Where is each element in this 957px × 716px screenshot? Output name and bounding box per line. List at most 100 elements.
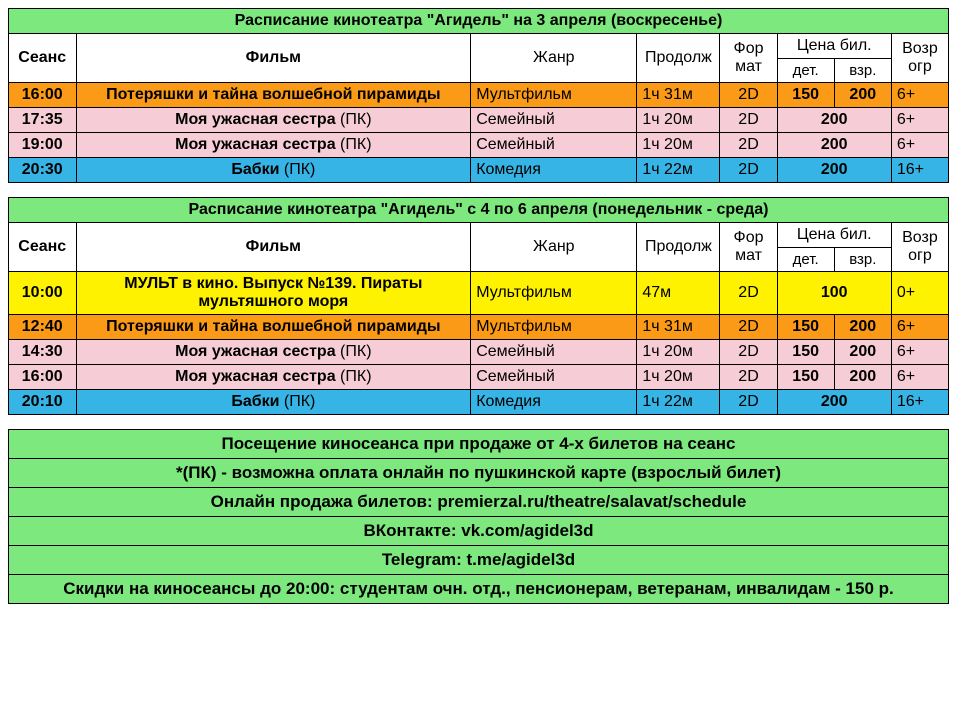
- hdr-duration: Продолж: [637, 34, 720, 83]
- cell-price-adult: 200: [834, 83, 891, 108]
- hdr-price: Цена бил.: [777, 223, 891, 248]
- hdr-time: Сеанс: [9, 34, 77, 83]
- hdr-film: Фильм: [76, 34, 471, 83]
- cell-format: 2D: [720, 133, 777, 158]
- cell-film: Бабки (ПК): [76, 390, 471, 415]
- info-line-0: Посещение киносеанса при продаже от 4-х …: [9, 430, 949, 459]
- hdr-age: Возрогр: [891, 223, 948, 272]
- hdr-format: Формат: [720, 34, 777, 83]
- info-line-1: *(ПК) - возможна оплата онлайн по пушкин…: [9, 459, 949, 488]
- cell-time: 10:00: [9, 272, 77, 315]
- cell-age: 6+: [891, 365, 948, 390]
- hdr-film: Фильм: [76, 223, 471, 272]
- schedule-row: 14:30Моя ужасная сестра (ПК)Семейный1ч 2…: [9, 340, 949, 365]
- schedule-row: 19:00Моя ужасная сестра (ПК)Семейный1ч 2…: [9, 133, 949, 158]
- cell-film: Бабки (ПК): [76, 158, 471, 183]
- cell-time: 17:35: [9, 108, 77, 133]
- schedule-row: 12:40Потеряшки и тайна волшебной пирамид…: [9, 315, 949, 340]
- cell-format: 2D: [720, 108, 777, 133]
- schedule-table-1: Расписание кинотеатра "Агидель" с 4 по 6…: [8, 197, 949, 415]
- cell-price-child: 150: [777, 83, 834, 108]
- cell-time: 16:00: [9, 83, 77, 108]
- cell-genre: Семейный: [471, 340, 637, 365]
- info-line-2: Онлайн продажа билетов: premierzal.ru/th…: [9, 488, 949, 517]
- hdr-price-adult: взр.: [834, 59, 891, 83]
- schedule-row: 20:30Бабки (ПК)Комедия1ч 22м2D20016+: [9, 158, 949, 183]
- schedule-row: 17:35Моя ужасная сестра (ПК)Семейный1ч 2…: [9, 108, 949, 133]
- schedule-row: 20:10Бабки (ПК)Комедия1ч 22м2D20016+: [9, 390, 949, 415]
- cell-genre: Семейный: [471, 365, 637, 390]
- schedule-row: 10:00МУЛЬТ в кино. Выпуск №139. Пираты м…: [9, 272, 949, 315]
- cell-format: 2D: [720, 365, 777, 390]
- hdr-price-child: дет.: [777, 59, 834, 83]
- cell-time: 16:00: [9, 365, 77, 390]
- schedule-row: 16:00Моя ужасная сестра (ПК)Семейный1ч 2…: [9, 365, 949, 390]
- cell-film: Потеряшки и тайна волшебной пирамиды: [76, 315, 471, 340]
- cell-format: 2D: [720, 340, 777, 365]
- hdr-duration: Продолж: [637, 223, 720, 272]
- cell-age: 6+: [891, 83, 948, 108]
- cell-price-adult: 200: [834, 340, 891, 365]
- cell-genre: Мультфильм: [471, 272, 637, 315]
- cell-genre: Семейный: [471, 133, 637, 158]
- cell-price-single: 200: [777, 390, 891, 415]
- info-line-4: Telegram: t.me/agidel3d: [9, 546, 949, 575]
- hdr-genre: Жанр: [471, 223, 637, 272]
- cell-duration: 1ч 22м: [637, 158, 720, 183]
- cell-format: 2D: [720, 158, 777, 183]
- cell-time: 14:30: [9, 340, 77, 365]
- cell-film: МУЛЬТ в кино. Выпуск №139. Пираты мультя…: [76, 272, 471, 315]
- cell-duration: 47м: [637, 272, 720, 315]
- cell-age: 6+: [891, 340, 948, 365]
- cell-age: 6+: [891, 133, 948, 158]
- cell-price-single: 100: [777, 272, 891, 315]
- cell-genre: Мультфильм: [471, 83, 637, 108]
- hdr-genre: Жанр: [471, 34, 637, 83]
- info-line-3: ВКонтакте: vk.com/agidel3d: [9, 517, 949, 546]
- hdr-time: Сеанс: [9, 223, 77, 272]
- schedule-tables-container: Расписание кинотеатра "Агидель" на 3 апр…: [8, 8, 949, 415]
- schedule-row: 16:00Потеряшки и тайна волшебной пирамид…: [9, 83, 949, 108]
- cell-age: 6+: [891, 108, 948, 133]
- hdr-age: Возрогр: [891, 34, 948, 83]
- cell-genre: Комедия: [471, 390, 637, 415]
- cell-film: Моя ужасная сестра (ПК): [76, 108, 471, 133]
- info-line-5: Скидки на киносеансы до 20:00: студентам…: [9, 575, 949, 604]
- cell-time: 20:10: [9, 390, 77, 415]
- hdr-price-child: дет.: [777, 248, 834, 272]
- cell-age: 6+: [891, 315, 948, 340]
- cell-age: 0+: [891, 272, 948, 315]
- cell-film: Моя ужасная сестра (ПК): [76, 133, 471, 158]
- cell-format: 2D: [720, 315, 777, 340]
- cell-duration: 1ч 20м: [637, 365, 720, 390]
- cell-format: 2D: [720, 83, 777, 108]
- cell-price-child: 150: [777, 365, 834, 390]
- cell-film: Моя ужасная сестра (ПК): [76, 365, 471, 390]
- cell-age: 16+: [891, 158, 948, 183]
- cell-duration: 1ч 31м: [637, 315, 720, 340]
- cell-film: Потеряшки и тайна волшебной пирамиды: [76, 83, 471, 108]
- cell-time: 12:40: [9, 315, 77, 340]
- cell-format: 2D: [720, 272, 777, 315]
- cell-time: 19:00: [9, 133, 77, 158]
- info-table: Посещение киносеанса при продаже от 4-х …: [8, 429, 949, 604]
- cell-duration: 1ч 31м: [637, 83, 720, 108]
- cell-age: 16+: [891, 390, 948, 415]
- cell-duration: 1ч 20м: [637, 133, 720, 158]
- schedule-table-0: Расписание кинотеатра "Агидель" на 3 апр…: [8, 8, 949, 183]
- hdr-format: Формат: [720, 223, 777, 272]
- table-title: Расписание кинотеатра "Агидель" с 4 по 6…: [9, 198, 949, 223]
- hdr-price-adult: взр.: [834, 248, 891, 272]
- cell-duration: 1ч 22м: [637, 390, 720, 415]
- cell-format: 2D: [720, 390, 777, 415]
- cell-price-adult: 200: [834, 315, 891, 340]
- hdr-price: Цена бил.: [777, 34, 891, 59]
- cell-price-single: 200: [777, 133, 891, 158]
- cell-duration: 1ч 20м: [637, 108, 720, 133]
- cell-genre: Мультфильм: [471, 315, 637, 340]
- cell-price-adult: 200: [834, 365, 891, 390]
- cell-price-child: 150: [777, 315, 834, 340]
- cell-film: Моя ужасная сестра (ПК): [76, 340, 471, 365]
- cell-time: 20:30: [9, 158, 77, 183]
- table-title: Расписание кинотеатра "Агидель" на 3 апр…: [9, 9, 949, 34]
